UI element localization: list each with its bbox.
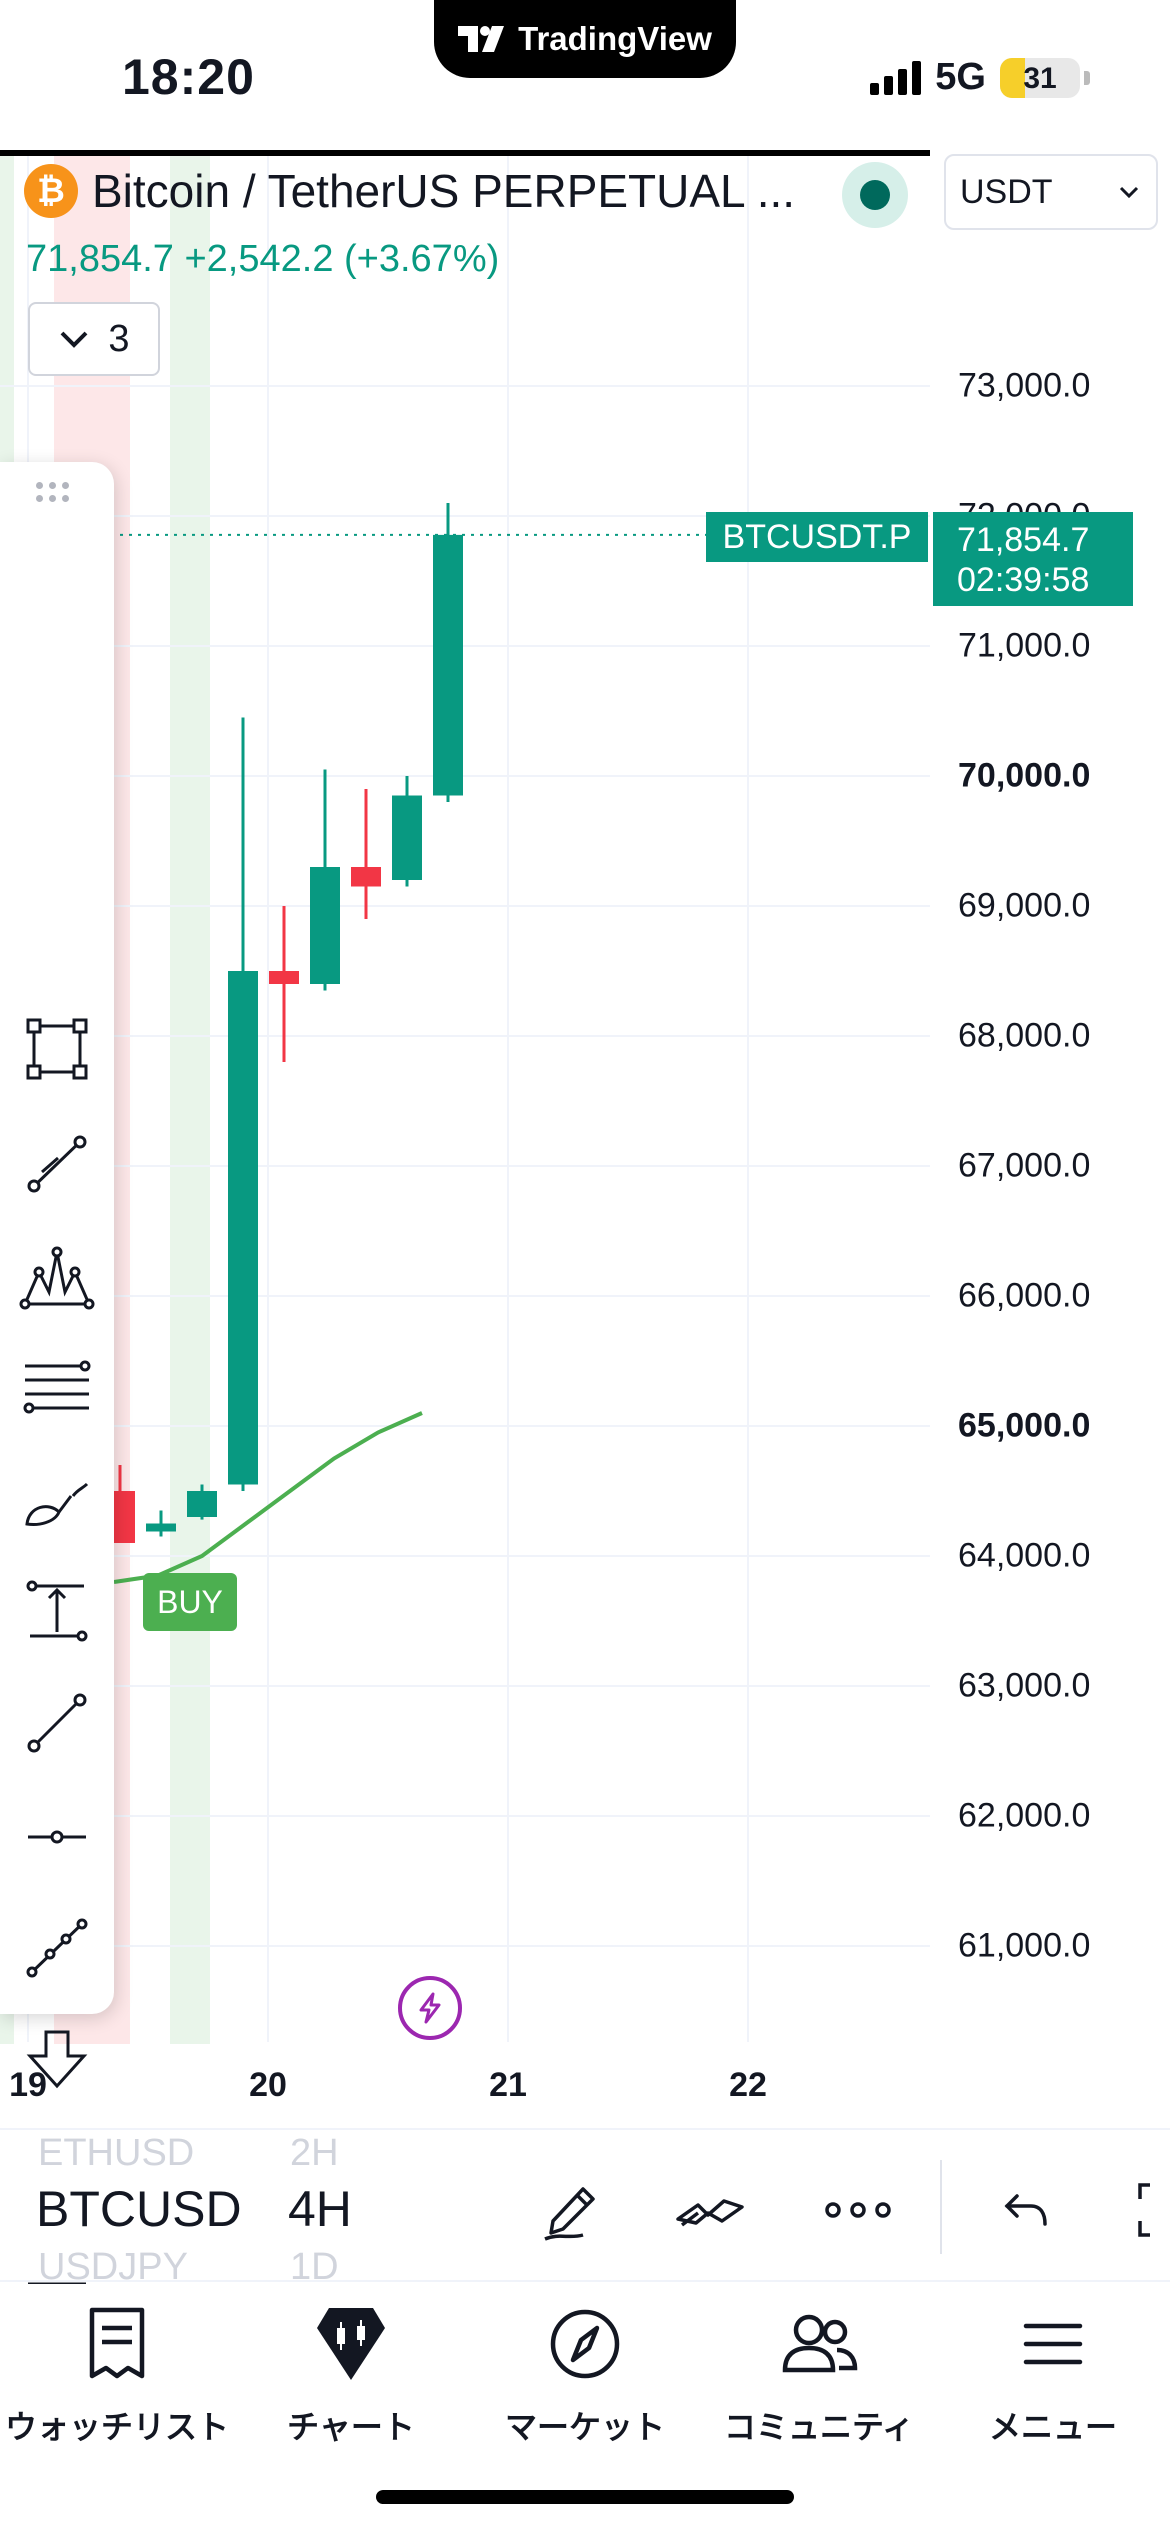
battery-percent: 31 [1023, 61, 1057, 95]
strip-separator [940, 2160, 942, 2254]
tab-label-markets: マーケット [504, 2409, 665, 2445]
last-price-value: 71,854.7 [957, 521, 1090, 559]
fib-lines-icon[interactable] [12, 1342, 102, 1432]
pen-icon[interactable] [532, 2170, 612, 2250]
drawing-toolbar [0, 462, 114, 2414]
path-icon[interactable] [12, 1902, 102, 1992]
chevron-down-icon [61, 331, 88, 348]
price-tick-label: 70,000.0 [958, 756, 1091, 795]
price-tick-label: 73,000.0 [958, 366, 1091, 405]
session-band [170, 156, 210, 2044]
drawings-icon[interactable] [670, 2170, 750, 2250]
battery-tip [1084, 70, 1090, 85]
chevron-down-icon [1119, 186, 1139, 199]
price-tick-label: 69,000.0 [958, 886, 1091, 925]
time-tick-label: 19 [9, 2066, 47, 2104]
network-type: 5G [935, 56, 986, 98]
price-tick-label: 64,000.0 [958, 1536, 1091, 1575]
time-tick-label: 22 [729, 2066, 767, 2104]
buy-signal-label: BUY [143, 1573, 237, 1631]
bar-countdown: 02:39:58 [957, 561, 1090, 599]
symbol-price-label: BTCUSDT.P [706, 512, 928, 562]
tab-watchlist[interactable]: ウォッチリスト [0, 2304, 234, 2448]
tab-community[interactable]: コミュニティ [702, 2304, 936, 2448]
tab-label-menu: メニュー [988, 2409, 1117, 2445]
indicator-collapse-button[interactable]: 3 [28, 302, 160, 376]
time-tick-label: 21 [489, 2066, 527, 2104]
fullscreen-icon[interactable] [1126, 2170, 1170, 2250]
candle-body [269, 971, 299, 984]
price-tick-label: 67,000.0 [958, 1146, 1091, 1185]
tab-label-watchlist: ウォッチリスト [4, 2409, 229, 2445]
currency-select[interactable]: USDT [944, 154, 1158, 230]
chart-icon [317, 2308, 385, 2380]
battery-icon: 31 [1000, 57, 1080, 98]
lightning-icon[interactable] [398, 1976, 462, 2040]
measure-icon[interactable] [12, 1566, 102, 1656]
tab-menu[interactable]: メニュー [936, 2304, 1170, 2448]
drag-handle-icon[interactable] [36, 482, 69, 502]
prev-symbol[interactable]: ETHUSD [38, 2132, 195, 2174]
status-time: 18:20 [122, 49, 255, 105]
price-tick-label: 65,000.0 [958, 1406, 1091, 1445]
next-interval[interactable]: 1D [290, 2246, 339, 2288]
tab-chart[interactable]: チャート [234, 2304, 468, 2448]
indicator-line [113, 1411, 423, 1584]
symbol-header[interactable]: ₿ Bitcoin / TetherUS PERPETUAL ... [24, 164, 795, 218]
candle-body [392, 795, 422, 880]
price-change-line: 71,854.7 +2,542.2 (+3.67%) [26, 238, 500, 280]
last-price-label: 71,854.7 02:39:58 [933, 512, 1133, 606]
indicator-count: 3 [108, 317, 130, 360]
market-status-icon[interactable] [842, 162, 908, 228]
candle-body [310, 867, 340, 984]
price-tick-label: 62,000.0 [958, 1796, 1091, 1835]
undo-icon[interactable] [986, 2170, 1066, 2250]
price-tick-label: 68,000.0 [958, 1016, 1091, 1055]
price-tick-label: 63,000.0 [958, 1666, 1091, 1705]
tab-markets[interactable]: マーケット [468, 2304, 702, 2448]
currency-value: USDT [960, 172, 1053, 211]
tab-label-community: コミュニティ [723, 2409, 915, 2445]
horizontal-ray-icon[interactable] [12, 1792, 102, 1882]
status-bar: 18:20 TradingView 5G 31 [0, 0, 1170, 150]
active-interval[interactable]: 4H [288, 2181, 352, 2237]
trend-line-icon[interactable] [12, 1678, 102, 1768]
time-tick-label: 20 [249, 2066, 287, 2104]
trend-line-nodes-icon[interactable] [12, 1120, 102, 1210]
candle-body [433, 534, 463, 796]
candle-body [228, 971, 258, 1485]
symbol-title[interactable]: Bitcoin / TetherUS PERPETUAL ... [92, 165, 796, 217]
more-icon[interactable] [818, 2170, 898, 2250]
app-banner-text: TradingView [518, 20, 712, 57]
rectangle-icon[interactable] [12, 1004, 102, 1094]
bitcoin-icon: ₿ [24, 164, 78, 218]
tradingview-logo-icon [458, 26, 505, 52]
prev-interval[interactable]: 2H [290, 2132, 339, 2174]
active-symbol[interactable]: BTCUSD [36, 2181, 242, 2237]
candle-body [187, 1491, 217, 1517]
arrow-down-icon[interactable] [12, 2014, 102, 2104]
next-symbol[interactable]: USDJPY [38, 2246, 188, 2288]
candle-body [146, 1523, 176, 1532]
price-tick-label: 61,000.0 [958, 1926, 1091, 1965]
signal-icon [870, 60, 922, 95]
header-divider [0, 150, 930, 156]
compass-icon [550, 2309, 620, 2379]
community-icon [782, 2314, 858, 2373]
symbol-interval-strip: ETHUSD BTCUSD USDJPY 2H 4H 1D [0, 2128, 1170, 2288]
pattern-icon[interactable] [12, 1232, 102, 1322]
brush-icon[interactable] [12, 1456, 102, 1546]
price-tick-label: 66,000.0 [958, 1276, 1091, 1315]
home-indicator [376, 2490, 794, 2504]
candle-body [351, 867, 381, 887]
status-indicators: 5G 31 [870, 56, 1090, 99]
menu-icon [1023, 2323, 1083, 2365]
price-tick-label: 71,000.0 [958, 626, 1091, 665]
watchlist-icon [89, 2307, 145, 2379]
price-chart[interactable] [0, 156, 1170, 2056]
tradingview-banner: TradingView [434, 0, 736, 78]
tab-label-chart: チャート [287, 2409, 415, 2445]
